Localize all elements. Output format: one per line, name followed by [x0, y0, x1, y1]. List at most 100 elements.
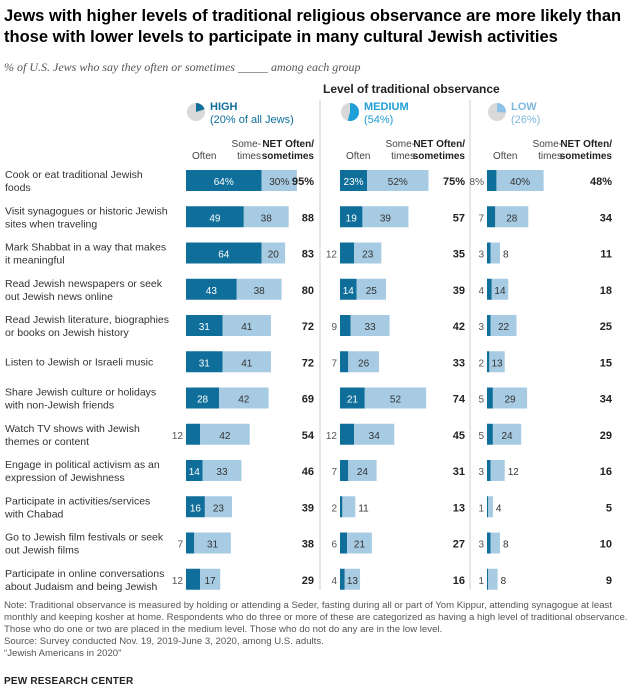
data-label-sometimes: 12	[508, 467, 520, 478]
category-label: Mark Shabbat in a way that makes	[5, 242, 166, 254]
column-header-sometimes-1: Some-	[533, 139, 562, 150]
bar-often	[340, 278, 357, 300]
bar-often	[487, 460, 491, 481]
category-label: Visit synagogues or historic Jewish	[5, 205, 168, 217]
data-label-sometimes: 13	[491, 358, 503, 369]
data-label-often: 23%	[344, 177, 364, 188]
data-label-often: 1	[478, 576, 484, 587]
data-label-sometimes: 8	[503, 250, 509, 261]
bar-often	[340, 351, 349, 373]
data-label-often: 28	[197, 395, 209, 406]
data-label-often: 8%	[470, 177, 485, 188]
data-label-often: 5	[478, 431, 484, 442]
data-label-net: 57	[453, 212, 465, 224]
data-label-net: 54	[302, 430, 315, 442]
note-text: Note: Traditional observance is measured…	[4, 600, 628, 635]
bar-sometimes	[202, 460, 242, 481]
bar-sometimes	[261, 242, 286, 264]
data-label-net: 95%	[292, 176, 314, 188]
data-label-often: 21	[347, 395, 359, 406]
category-label: with Chabad	[4, 508, 64, 520]
bar-often	[487, 532, 491, 554]
data-label-often: 2	[478, 358, 484, 369]
data-label-sometimes: 40%	[510, 177, 530, 188]
data-label-sometimes: 34	[369, 431, 381, 442]
data-label-often: 12	[326, 431, 338, 442]
bar-often	[487, 206, 496, 228]
data-label-often: 19	[346, 213, 358, 224]
bar-sometimes	[354, 423, 395, 445]
category-label: Participate in activities/services	[5, 495, 150, 507]
data-label-often: 14	[189, 467, 201, 478]
column-header-often: Often	[346, 151, 370, 162]
bar-sometimes	[342, 496, 356, 518]
category-label: Engage in political activism as an	[5, 459, 160, 471]
data-label-often: 7	[478, 213, 484, 224]
data-label-sometimes: 24	[501, 431, 513, 442]
group-pie-icon-slice	[196, 103, 205, 112]
data-label-often: 1	[478, 503, 484, 514]
data-label-net: 83	[302, 249, 314, 261]
data-label-sometimes: 22	[498, 322, 510, 333]
bar-sometimes	[219, 387, 269, 409]
data-label-net: 9	[606, 575, 612, 587]
data-label-often: 31	[199, 322, 211, 333]
category-label: themes or content	[5, 436, 89, 448]
data-label-sometimes: 28	[506, 213, 518, 224]
data-label-often: 12	[172, 576, 184, 587]
bar-sometimes	[490, 315, 517, 336]
data-label-net: 34	[600, 394, 613, 406]
data-label-often: 12	[326, 250, 338, 261]
bar-sometimes	[362, 206, 409, 228]
data-label-often: 12	[172, 431, 184, 442]
column-header-sometimes-1: Some-	[232, 139, 261, 150]
data-label-net: 31	[453, 466, 465, 478]
group-sub-label: (26%)	[511, 114, 540, 126]
notes: Note: Traditional observance is measured…	[4, 600, 634, 660]
category-label: foods	[5, 182, 31, 194]
data-label-often: 31	[199, 358, 211, 369]
bar-often	[340, 242, 355, 264]
bar-often	[186, 496, 205, 518]
data-label-net: 45	[453, 430, 465, 442]
category-label: sites when traveling	[5, 218, 97, 230]
data-label-net: 16	[600, 466, 612, 478]
bar-sometimes	[236, 278, 282, 300]
bar-often	[340, 387, 365, 409]
data-label-net: 33	[453, 357, 465, 369]
bar-often	[186, 170, 262, 191]
data-label-sometimes: 52%	[388, 177, 408, 188]
data-label-net: 74	[453, 394, 466, 406]
source-text: Source: Survey conducted Nov. 19, 2019-J…	[4, 636, 324, 647]
data-label-often: 3	[478, 540, 484, 551]
data-label-sometimes: 26	[358, 358, 370, 369]
bar-sometimes	[495, 206, 529, 228]
bar-often	[487, 568, 489, 590]
bar-sometimes	[222, 351, 271, 373]
data-label-net: 88	[302, 212, 314, 224]
bar-sometimes	[489, 351, 505, 373]
data-label-sometimes: 38	[254, 286, 266, 297]
bar-often	[340, 315, 351, 336]
bar-often	[487, 170, 497, 191]
data-label-sometimes: 29	[504, 395, 516, 406]
data-label-sometimes: 41	[241, 322, 253, 333]
category-label: Read Jewish literature, biographies	[5, 314, 169, 326]
data-label-net: 27	[453, 539, 465, 551]
data-label-net: 72	[302, 321, 314, 333]
group-pie-icon-slice	[497, 103, 506, 113]
data-label-sometimes: 39	[380, 213, 392, 224]
data-label-net: 11	[600, 249, 612, 261]
bar-often	[487, 278, 492, 300]
data-label-often: 6	[331, 540, 337, 551]
data-label-net: 16	[453, 575, 465, 587]
data-label-sometimes: 24	[357, 467, 369, 478]
data-label-often: 14	[343, 286, 355, 297]
category-label: expression of Jewishness	[5, 472, 125, 484]
data-label-net: 10	[600, 539, 612, 551]
bar-sometimes	[496, 170, 544, 191]
data-label-sometimes: 33	[365, 322, 377, 333]
bar-sometimes	[348, 351, 379, 373]
column-header-sometimes-2: times	[237, 151, 261, 162]
column-header-net-2: sometimes	[560, 151, 613, 162]
